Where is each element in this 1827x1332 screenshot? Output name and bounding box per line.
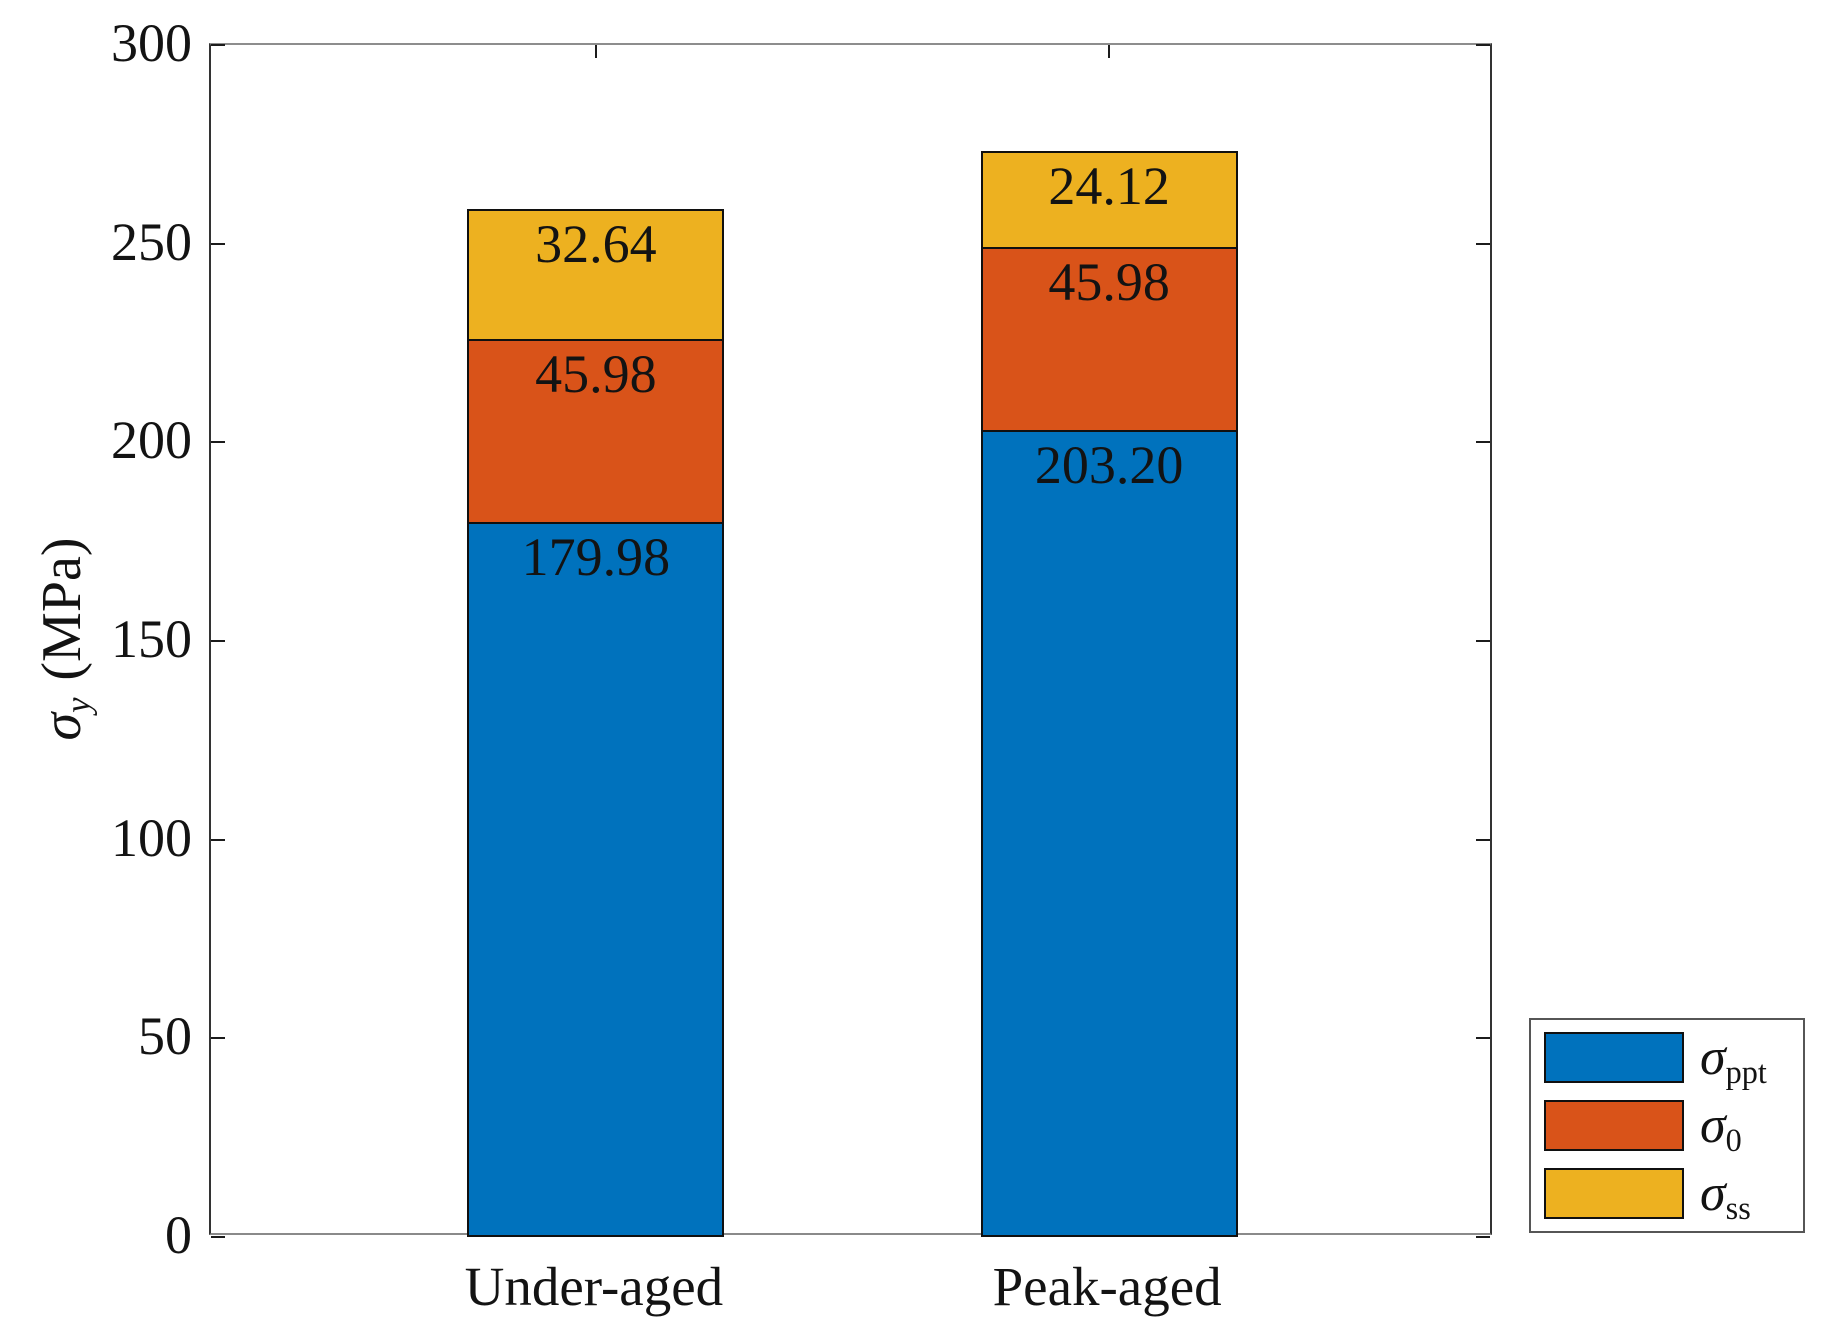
y-tick-mark-left (211, 441, 225, 443)
bar-value-label: 179.98 (521, 527, 671, 587)
legend-label-subscript: 0 (1725, 1121, 1742, 1158)
bar-segment-sigma-ss (981, 151, 1238, 249)
legend-swatch-sigma-0 (1544, 1100, 1684, 1151)
y-tick-mark-right (1476, 839, 1490, 841)
legend-label-subscript: ppt (1725, 1053, 1767, 1090)
legend-swatch-sigma-ppt (1544, 1032, 1684, 1083)
y-tick-label: 250 (111, 212, 192, 272)
y-tick-label: 150 (111, 609, 192, 669)
y-tick-mark-right (1476, 1037, 1490, 1039)
legend-label-sigma-ss: σss (1700, 1164, 1751, 1224)
y-tick-label: 300 (111, 13, 192, 73)
x-category-label: Peak-aged (992, 1256, 1222, 1317)
y-tick-label: 200 (111, 410, 192, 470)
bar-value-label: 45.98 (535, 344, 657, 404)
y-tick-mark-right (1476, 1236, 1490, 1238)
bar-segment-sigma-0 (467, 339, 724, 524)
x-tick-mark-top (1108, 45, 1110, 58)
y-tick-label: 100 (111, 808, 192, 868)
y-tick-mark-right (1476, 44, 1490, 46)
legend-row-sigma-0: σ0 (1531, 1096, 1803, 1156)
x-category-label: Under-aged (464, 1256, 724, 1317)
y-axis-label-subscript: y (58, 697, 98, 713)
sigma-symbol: σ (1700, 1028, 1726, 1086)
bar-segment-sigma-ppt (467, 522, 724, 1237)
legend-row-sigma-ss: σss (1531, 1164, 1803, 1224)
legend-label-sigma-ppt: σppt (1700, 1028, 1767, 1088)
y-tick-mark-left (211, 1236, 225, 1238)
y-tick-mark-left (211, 1037, 225, 1039)
bar-segment-sigma-ppt (981, 430, 1238, 1237)
y-tick-label: 50 (138, 1006, 192, 1066)
sigma-symbol: σ (1700, 1164, 1726, 1222)
legend-row-sigma-ppt: σppt (1531, 1028, 1803, 1088)
sigma-symbol: σ (1700, 1096, 1726, 1154)
bar-value-label: 45.98 (1048, 252, 1170, 312)
plot-area: 179.98 45.98 32.64 203.20 45.98 24.12 (209, 43, 1492, 1238)
y-tick-mark-right (1476, 640, 1490, 642)
sigma-symbol: σ (31, 712, 93, 741)
legend-swatch-sigma-ss (1544, 1168, 1684, 1219)
y-tick-mark-left (211, 243, 225, 245)
legend: σppt σ0 σss (1529, 1018, 1805, 1233)
x-tick-mark-top (595, 45, 597, 58)
bar-value-label: 32.64 (535, 214, 657, 274)
bar-value-label: 24.12 (1048, 156, 1170, 216)
bar-value-label: 203.20 (1034, 435, 1184, 495)
y-tick-mark-right (1476, 243, 1490, 245)
y-tick-mark-left (211, 839, 225, 841)
legend-label-subscript: ss (1725, 1189, 1751, 1226)
y-tick-mark-right (1476, 441, 1490, 443)
legend-label-sigma-0: σ0 (1700, 1096, 1742, 1156)
bar-segment-sigma-0 (981, 247, 1238, 432)
bar-segment-sigma-ss (467, 209, 724, 341)
y-tick-mark-left (211, 44, 225, 46)
y-tick-label: 0 (165, 1205, 192, 1265)
y-tick-mark-left (211, 640, 225, 642)
